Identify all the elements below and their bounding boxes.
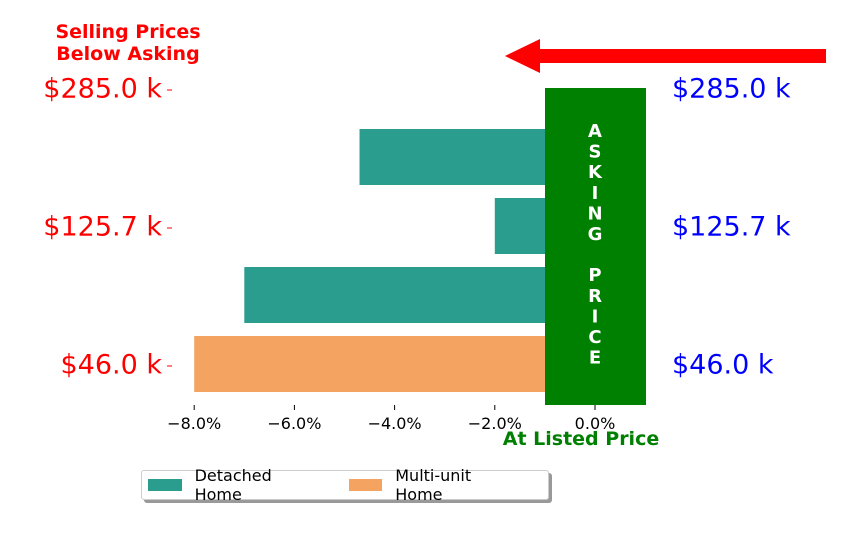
x-tick-label: −4.0% [368, 414, 422, 433]
arrow [505, 39, 826, 73]
asking-letter: E [589, 348, 601, 369]
legend-swatch-multi-unit [348, 479, 383, 491]
x-tick-label: 0.0% [575, 414, 616, 433]
legend-label-detached: Detached Home [194, 466, 272, 504]
asking-letter: R [588, 286, 602, 307]
right-price-label: $285.0 k [672, 74, 791, 105]
arrow-shaft [538, 49, 826, 63]
right-labels: $285.0 k $125.7 k $46.0 k [672, 74, 791, 381]
legend-swatch-detached [148, 479, 182, 491]
annotation-bottom: At Listed Price [503, 428, 659, 450]
asking-letter: K [588, 162, 603, 183]
legend-item-multi-unit: Multi-unit Home [348, 466, 522, 504]
left-labels: $285.0 k $125.7 k $46.0 k [43, 74, 172, 381]
x-tick-label: −8.0% [167, 414, 221, 433]
x-tick-label: −6.0% [267, 414, 321, 433]
asking-letter: S [589, 142, 602, 163]
left-price-label: $285.0 k [43, 74, 162, 105]
asking-letter: N [587, 203, 602, 224]
right-price-label: $46.0 k [672, 350, 774, 381]
left-price-label: $125.7 k [43, 212, 162, 243]
annotation-top-left-line2: Below Asking [56, 43, 199, 65]
asking-letter: C [588, 327, 601, 348]
asking-letter: I [592, 306, 599, 327]
asking-letter: P [588, 265, 601, 286]
x-tick-label: −2.0% [468, 414, 522, 433]
bar-1 [194, 336, 595, 392]
right-price-label: $125.7 k [672, 212, 791, 243]
asking-letter: I [592, 183, 599, 204]
bar-2 [244, 267, 596, 323]
asking-letter: A [588, 121, 602, 142]
annotation-top-left-line1: Selling Prices [55, 21, 200, 43]
x-axis-ticks: −8.0% −6.0% −4.0% −2.0% 0.0% [167, 405, 615, 433]
asking-letter: G [588, 224, 603, 245]
asking-price-box [545, 88, 646, 405]
legend-item-detached: Detached Home [148, 466, 323, 504]
bars-group [194, 129, 596, 392]
arrow-head [505, 39, 540, 73]
legend: Detached Home Multi-unit Home [141, 466, 549, 504]
left-price-label: $46.0 k [60, 350, 162, 381]
legend-label-multi-unit: Multi-unit Home [395, 466, 472, 504]
